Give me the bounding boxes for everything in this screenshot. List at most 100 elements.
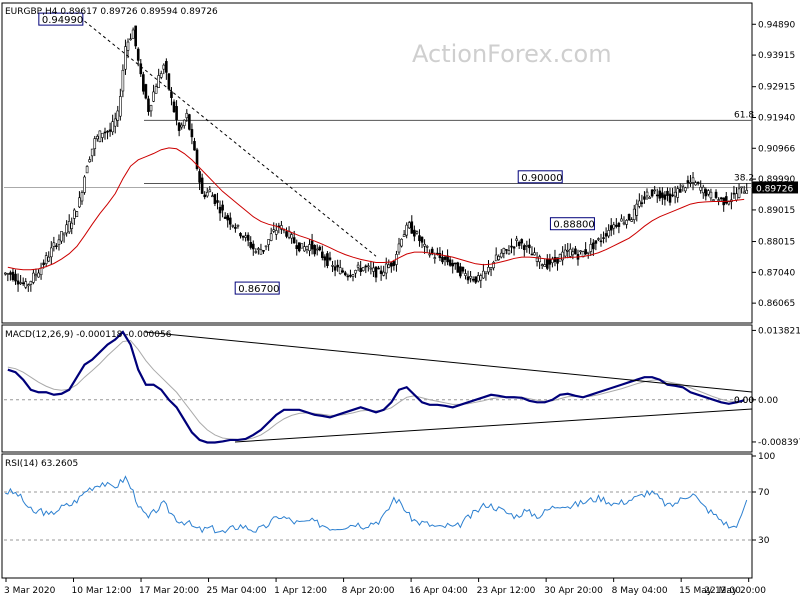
candle-body	[530, 253, 534, 256]
macd-lines	[4, 330, 753, 444]
candle-body	[218, 206, 222, 214]
candle-body	[520, 239, 524, 244]
candle-body	[172, 101, 176, 113]
candle-body	[223, 216, 227, 219]
price-trendline	[84, 20, 377, 257]
candle-body	[34, 274, 38, 277]
candle-body	[476, 275, 480, 282]
candle-body	[459, 266, 462, 277]
candle-body	[195, 149, 199, 169]
candle-body	[492, 262, 495, 269]
candle-body	[535, 257, 539, 262]
candle-body	[379, 270, 383, 274]
candle-body	[484, 271, 488, 275]
macd-trendline	[144, 331, 753, 393]
candle-body	[681, 184, 685, 187]
candle-body	[510, 245, 513, 248]
candle-body	[326, 253, 329, 266]
candle-body	[653, 189, 656, 192]
candle-body	[630, 219, 633, 222]
macd-tick-label: 0.013821	[758, 326, 800, 336]
candle-body	[346, 275, 350, 278]
price-annotation-box	[549, 217, 595, 231]
time-tick-label: 1 Apr 12:00	[274, 586, 327, 596]
candle-body	[561, 251, 564, 261]
candle-body	[29, 281, 33, 285]
rsi-axis: 100 70 30	[752, 452, 775, 546]
candle-body	[604, 233, 608, 237]
candle-body	[691, 177, 695, 183]
candle-body	[438, 253, 442, 259]
candle-body	[193, 141, 196, 151]
price-annotation-box	[234, 281, 280, 295]
candle-body	[415, 231, 419, 234]
candle-body	[382, 271, 385, 276]
candle-body	[285, 231, 288, 237]
candle-body	[55, 245, 58, 247]
candle-body	[622, 222, 626, 225]
candle-body	[727, 201, 731, 205]
candle-body	[374, 266, 378, 278]
candle-body	[620, 218, 623, 222]
candle-body	[474, 276, 478, 283]
candle-body	[607, 230, 610, 237]
candle-body	[377, 267, 380, 270]
candle-body	[32, 272, 35, 283]
candle-body	[333, 266, 337, 271]
candle-body	[469, 276, 472, 279]
candle-body	[655, 194, 659, 197]
candle-body	[142, 74, 145, 92]
candle-body	[446, 255, 449, 263]
candle-body	[205, 191, 209, 197]
time-tick-label: 15 May 12:00	[679, 586, 741, 596]
rsi-tick-label: 70	[758, 488, 770, 498]
candle-body	[249, 242, 253, 248]
candle-body	[643, 196, 646, 200]
price-panel-title: EURGBP,H4 0.89617 0.89726 0.89594 0.8972…	[5, 7, 218, 17]
candle-body	[678, 188, 682, 193]
candle-body	[188, 114, 191, 130]
candle-body	[533, 252, 536, 256]
candle-body	[579, 250, 582, 253]
candle-body	[724, 196, 728, 204]
candle-body	[338, 267, 342, 275]
candle-body	[131, 29, 135, 39]
candle-body	[507, 250, 511, 255]
time-tick-label: 30 Apr 20:00	[544, 586, 603, 596]
candle-body	[262, 250, 265, 252]
price-tick-label: 0.86065	[758, 299, 795, 309]
candle-body	[96, 136, 99, 140]
candle-body	[384, 263, 388, 274]
candle-body	[387, 264, 391, 268]
candle-body	[159, 73, 163, 78]
candle-body	[663, 194, 667, 200]
macd-trendline	[234, 408, 753, 443]
dashed-trendline	[84, 20, 377, 257]
candle-body	[466, 276, 470, 281]
price-tick-label: 0.94890	[758, 20, 795, 30]
candle-body	[44, 255, 48, 264]
candle-body	[113, 118, 117, 127]
candle-body	[420, 236, 424, 243]
time-tick-label: 10 Mar 12:00	[72, 586, 132, 596]
candle-body	[67, 221, 71, 233]
candle-body	[3, 272, 7, 275]
candle-body	[216, 200, 219, 203]
candle-body	[52, 242, 56, 247]
candle-body	[321, 251, 324, 258]
price-tick-label: 0.88015	[758, 238, 795, 248]
candle-body	[479, 275, 483, 281]
candle-body	[305, 246, 309, 250]
candle-body	[344, 272, 347, 276]
candle-body	[602, 237, 605, 239]
candle-body	[42, 262, 45, 266]
candle-body	[709, 191, 713, 199]
price-axis: 0.94890 0.93915 0.92915 0.91940 0.90966 0.899…	[752, 20, 798, 309]
price-annotation-label: 0.86700	[238, 284, 279, 295]
candle-body	[658, 190, 662, 199]
price-annotation-label: 0.88800	[553, 220, 594, 231]
macd-tick-label: -0.008397	[758, 438, 800, 448]
candle-body	[548, 259, 552, 265]
candle-body	[617, 222, 621, 227]
candle-body	[328, 257, 332, 260]
